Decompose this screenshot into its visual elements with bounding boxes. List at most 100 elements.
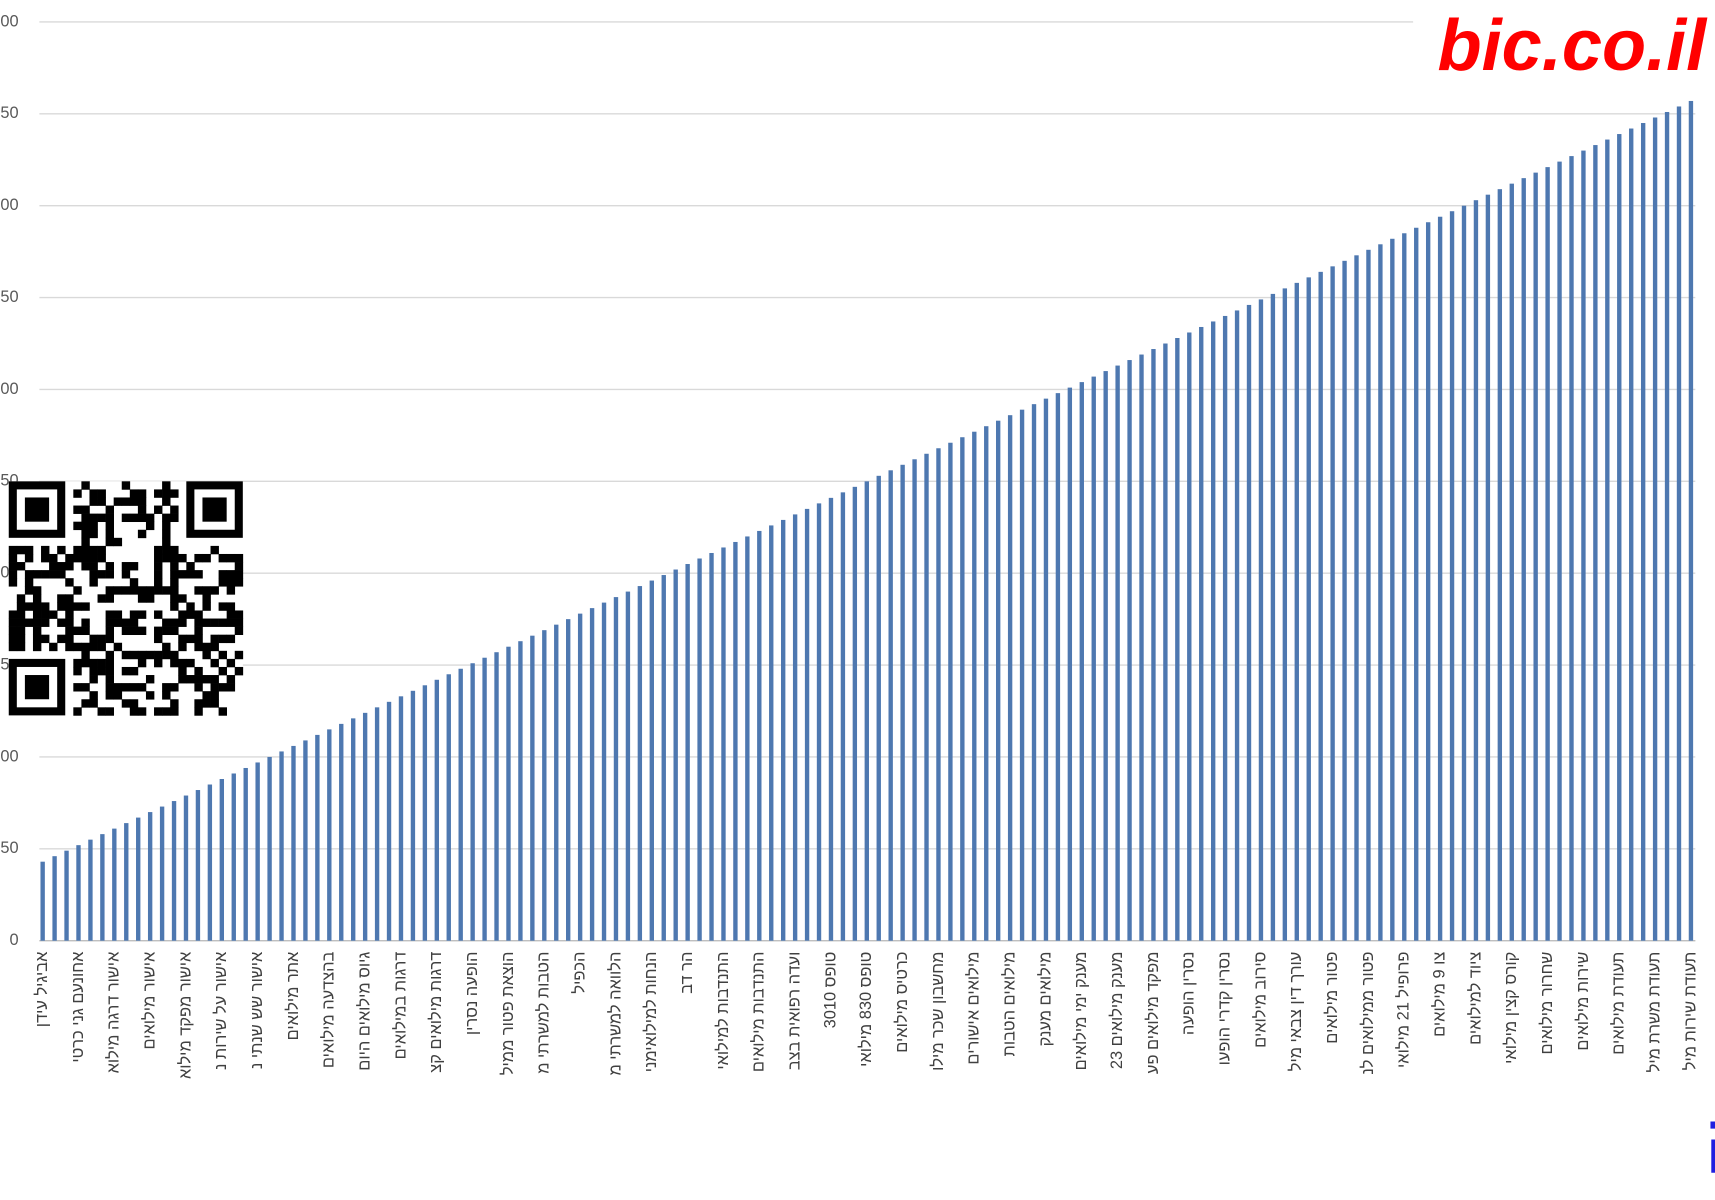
qr-module xyxy=(73,521,82,531)
qr-module xyxy=(178,675,187,684)
bar xyxy=(1509,183,1514,941)
bar xyxy=(1533,172,1538,941)
x-tick-label: אישור דרגה מילוא xyxy=(105,951,123,1073)
bar xyxy=(171,801,177,941)
y-tick-label: 500 xyxy=(0,12,19,30)
qr-module xyxy=(170,658,179,668)
qr-module xyxy=(186,675,195,684)
qr-module xyxy=(32,602,42,611)
qr-module xyxy=(81,699,90,708)
qr-module xyxy=(41,553,50,563)
qr-module xyxy=(129,489,139,498)
bar xyxy=(76,845,81,941)
qr-module xyxy=(137,529,147,539)
qr-module xyxy=(57,562,66,571)
qr-module xyxy=(57,602,66,611)
qr-module xyxy=(121,570,131,579)
x-tick-label: נסרין הופעה xyxy=(1180,952,1198,1036)
qr-module xyxy=(73,545,82,555)
bar xyxy=(625,591,631,941)
qr-module xyxy=(194,666,203,676)
bar xyxy=(1473,200,1479,941)
y-tick-label: 0 xyxy=(9,931,18,949)
bar xyxy=(1664,111,1670,941)
qr-module xyxy=(24,570,34,579)
qr-module xyxy=(170,650,179,660)
x-tick-label: צו 9 מילואים xyxy=(1430,952,1448,1037)
qr-module xyxy=(178,594,187,603)
qr-module xyxy=(137,489,147,498)
bar xyxy=(1581,150,1586,941)
y-tick-label: 100 xyxy=(0,747,19,765)
qr-module xyxy=(210,634,219,644)
bar xyxy=(1199,326,1204,941)
qr-module xyxy=(105,707,115,716)
bar xyxy=(733,541,738,941)
qr-module xyxy=(8,618,18,627)
qr-module xyxy=(178,658,187,668)
qr-module xyxy=(49,610,58,619)
bar xyxy=(745,536,750,941)
bar xyxy=(1079,382,1084,941)
qr-module xyxy=(81,505,90,514)
x-tick-label: בהצדעה מילואים xyxy=(320,951,338,1068)
qr-module xyxy=(8,626,18,636)
qr-code xyxy=(8,481,244,716)
qr-module xyxy=(162,521,171,531)
bar xyxy=(577,613,583,941)
x-tick-label: ועדה רפואית בצב xyxy=(785,952,803,1071)
qr-module xyxy=(226,586,236,595)
bar xyxy=(1390,238,1395,941)
bar xyxy=(482,657,487,941)
bar xyxy=(1354,255,1359,941)
bar xyxy=(1103,371,1108,941)
qr-module xyxy=(65,578,74,587)
bar xyxy=(1629,128,1634,941)
qr-module xyxy=(218,707,227,716)
qr-module xyxy=(89,570,98,579)
bar xyxy=(303,740,308,941)
qr-module xyxy=(113,683,123,692)
bar xyxy=(995,420,1001,941)
bar xyxy=(1258,299,1264,941)
bar xyxy=(279,751,284,941)
qr-module xyxy=(210,545,219,555)
qr-module xyxy=(129,610,139,619)
bar xyxy=(52,856,57,941)
bar xyxy=(183,795,189,941)
bar xyxy=(458,668,463,941)
qr-module xyxy=(105,521,115,531)
qr-module xyxy=(73,642,82,652)
qr-module xyxy=(81,626,90,636)
qr-module xyxy=(226,634,236,644)
qr-module xyxy=(178,634,187,644)
x-tick-label: הוצאת פטור ממיל xyxy=(499,952,517,1075)
qr-module xyxy=(202,594,211,603)
qr-module xyxy=(49,642,58,652)
bar xyxy=(888,470,893,941)
bar xyxy=(1414,227,1419,941)
qr-module xyxy=(154,650,163,660)
qr-module xyxy=(89,675,98,684)
bar xyxy=(1210,321,1216,941)
qr-module xyxy=(97,545,106,555)
x-tick-label: אחונעם גני כרטי xyxy=(69,951,87,1063)
bar xyxy=(864,481,869,941)
qr-module xyxy=(210,699,219,708)
qr-module xyxy=(129,578,139,587)
qr-module xyxy=(234,626,244,636)
x-tick-label: פטור ממילואים לנ xyxy=(1359,952,1377,1075)
qr-module xyxy=(170,602,179,611)
qr-module xyxy=(16,562,26,571)
qr-module xyxy=(97,658,106,668)
qr-module xyxy=(97,707,106,716)
x-tick-label: הכפיל xyxy=(570,952,588,994)
bar xyxy=(1127,360,1132,941)
qr-module xyxy=(16,634,26,644)
qr-module xyxy=(32,642,42,652)
qr-module xyxy=(170,626,179,636)
bar xyxy=(327,729,332,941)
qr-module xyxy=(16,545,26,555)
x-tick-label: מענק ימי מילואים xyxy=(1072,952,1090,1071)
qr-module xyxy=(105,537,115,547)
